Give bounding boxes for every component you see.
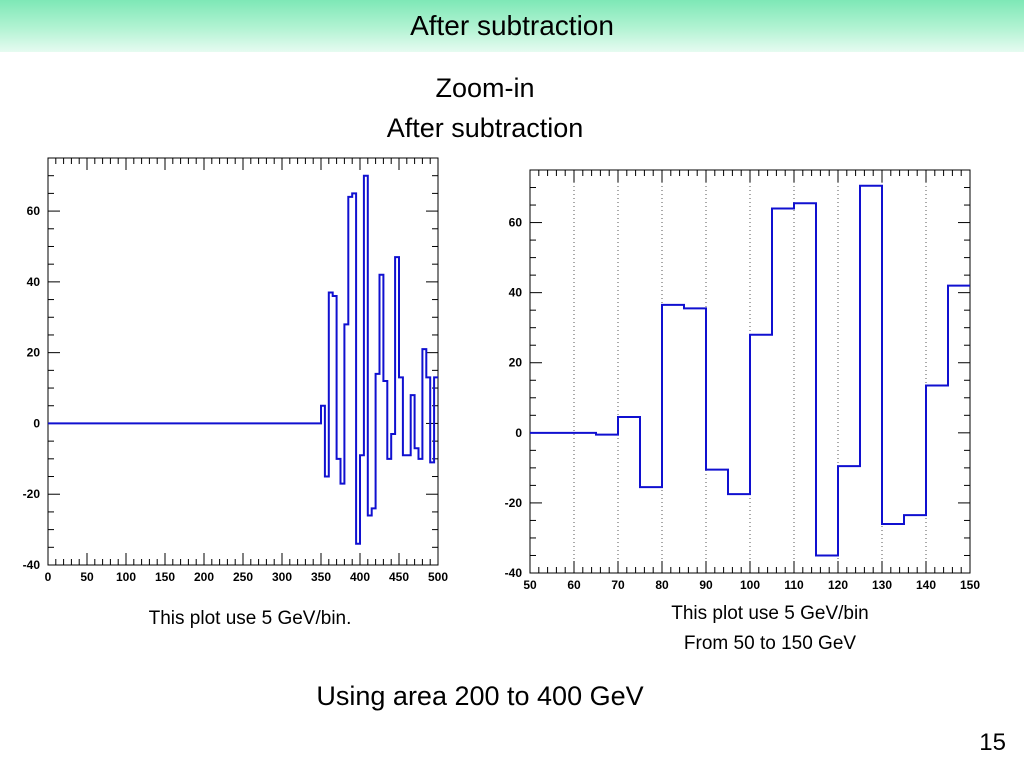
title-bar xyxy=(0,0,1024,52)
x-tick-label: 500 xyxy=(428,570,448,584)
y-tick-label: 20 xyxy=(27,346,41,360)
y-tick-label: -20 xyxy=(505,496,523,510)
x-tick-label: 120 xyxy=(828,578,848,592)
x-tick-label: 70 xyxy=(611,578,625,592)
x-tick-label: 140 xyxy=(916,578,936,592)
footer-note: Using area 200 to 400 GeV xyxy=(316,681,644,711)
x-tick-label: 100 xyxy=(740,578,760,592)
x-tick-label: 130 xyxy=(872,578,892,592)
y-tick-label: 20 xyxy=(509,356,523,370)
x-tick-label: 50 xyxy=(523,578,537,592)
x-tick-label: 110 xyxy=(784,578,804,592)
x-tick-label: 60 xyxy=(567,578,581,592)
x-tick-label: 200 xyxy=(194,570,214,584)
x-tick-label: 450 xyxy=(389,570,409,584)
x-tick-label: 90 xyxy=(699,578,713,592)
y-tick-label: 60 xyxy=(509,216,523,230)
x-tick-label: 150 xyxy=(155,570,175,584)
y-tick-label: 40 xyxy=(27,275,41,289)
x-tick-label: 0 xyxy=(45,570,52,584)
x-tick-label: 80 xyxy=(655,578,669,592)
y-tick-label: -20 xyxy=(23,487,41,501)
caption-right-line-1: This plot use 5 GeV/bin xyxy=(671,603,869,624)
plot-full-range: 0 50 100 150 200 250 300 350 400 450 500 -40 -20 0 20 4… xyxy=(23,157,448,584)
subtitle-line-2: After subtraction xyxy=(386,113,584,143)
x-tick-label: 250 xyxy=(233,570,253,584)
y-tick-label: 0 xyxy=(33,416,40,430)
y-tick-label: 0 xyxy=(515,426,522,440)
x-tick-label: 400 xyxy=(350,570,370,584)
y-tick-label: 60 xyxy=(27,204,41,218)
caption-left: This plot use 5 GeV/bin. xyxy=(148,608,352,629)
y-tick-label: -40 xyxy=(23,558,41,572)
slide-title: After subtraction xyxy=(410,10,614,41)
x-tick-label: 50 xyxy=(80,570,94,584)
x-tick-label: 300 xyxy=(272,570,292,584)
caption-right-line-2: From 50 to 150 GeV xyxy=(683,633,857,654)
plot-zoom: 50 60 70 80 90 100 110 120 130 140 150 -40 -20 0 20 40 6… xyxy=(505,169,980,592)
y-tick-label: -40 xyxy=(505,566,523,580)
x-tick-label: 350 xyxy=(311,570,331,584)
histogram-series xyxy=(530,184,970,557)
x-tick-label: 150 xyxy=(960,578,980,592)
x-tick-label: 100 xyxy=(116,570,136,584)
subtitle-line-1: Zoom-in xyxy=(435,73,535,103)
page-number: 15 xyxy=(979,729,1006,756)
y-tick-label: 40 xyxy=(509,286,523,300)
histogram-series xyxy=(48,174,438,545)
